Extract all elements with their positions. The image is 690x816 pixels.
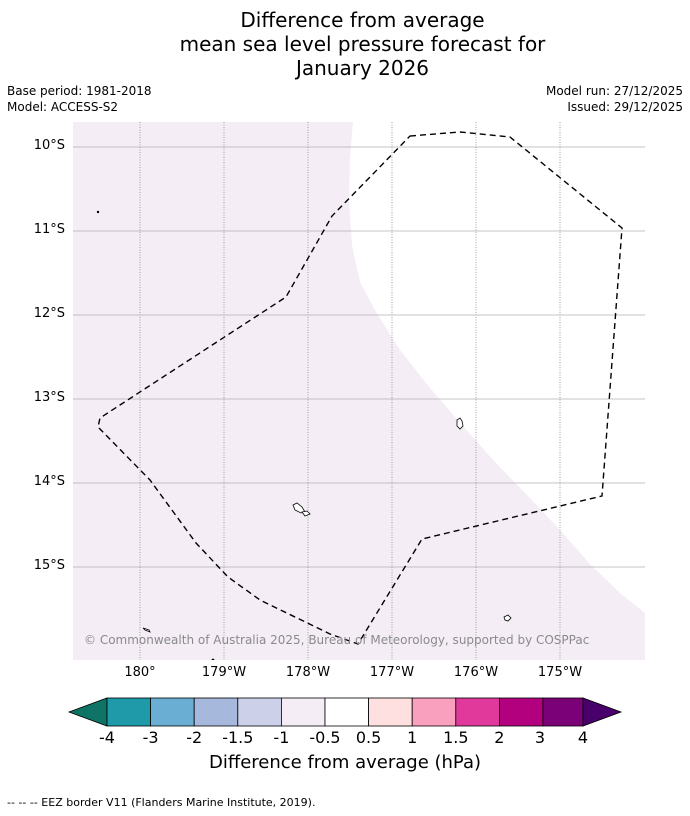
island-dot — [96, 210, 100, 214]
lon-label-175w: 175°W — [537, 665, 583, 680]
eez-border — [97, 131, 623, 645]
island-small-1 — [301, 510, 311, 517]
lon-label-180: 180° — [124, 665, 156, 680]
lat-label-12s: 12°S — [33, 306, 65, 321]
colorbar-label: Difference from average (hPa) — [208, 752, 482, 773]
colorbar-tick: 1 — [407, 728, 418, 747]
model-run: Model run: 27/12/2025 — [545, 84, 683, 98]
island-dot-2 — [211, 658, 215, 660]
colorbar-tick: -3 — [142, 728, 159, 747]
colorbar-bin-4 — [237, 697, 282, 727]
lat-label-15s: 15°S — [33, 558, 65, 573]
eez-legend-note: -- -- -- EEZ border V11 (Flanders Marine… — [7, 796, 316, 809]
base-period: Base period: 1981-2018 — [7, 84, 152, 98]
longitude-gridlines — [139, 122, 561, 660]
colorbar-bin-11 — [542, 697, 584, 727]
colorbar-tick: 1.5 — [443, 728, 469, 747]
colorbar-bin-8 — [411, 697, 457, 727]
colorbar-tick: -4 — [99, 728, 115, 747]
lat-label-10s: 10°S — [33, 138, 65, 153]
copyright-notice: © Commonwealth of Australia 2025, Bureau… — [84, 633, 590, 647]
lon-label-178w: 178°W — [285, 665, 331, 680]
colorbar-low-extend — [67, 697, 108, 727]
colorbar-bin-7 — [368, 697, 413, 727]
meta-right: Model run: 27/12/2025 Issued: 29/12/2025 — [546, 83, 683, 115]
lat-label-11s: 11°S — [33, 222, 65, 237]
colorbar-bin-10 — [498, 697, 544, 727]
neutral-region — [349, 122, 645, 613]
colorbar-tick: 3 — [534, 728, 546, 747]
colorbar-tick: -1.5 — [222, 728, 254, 747]
colorbar-bin-5 — [280, 697, 326, 727]
colorbar-high-extend — [582, 697, 623, 727]
colorbar-tick: -0.5 — [309, 728, 341, 747]
colorbar-tick: 0.5 — [355, 728, 382, 747]
island-small-3 — [142, 627, 151, 633]
colorbar-bin-6 — [324, 697, 369, 727]
issued-date: Issued: 29/12/2025 — [567, 100, 683, 114]
islands — [96, 210, 512, 660]
colorbar-bin-1 — [106, 697, 151, 727]
colorbar-bin-3 — [193, 697, 239, 727]
map-area — [73, 122, 645, 660]
lat-label-14s: 14°S — [33, 474, 65, 489]
colorbar-bin-2 — [150, 697, 195, 727]
colorbar — [67, 697, 623, 727]
lon-label-179w: 179°W — [201, 665, 247, 680]
latitude-gridlines — [73, 146, 645, 568]
map-title: Difference from average mean sea level p… — [0, 8, 690, 80]
island-futuna — [456, 417, 464, 430]
colorbar-tick: -1 — [273, 728, 290, 747]
title-line-2: mean sea level pressure forecast for — [179, 32, 546, 56]
title-line-1: Difference from average — [240, 8, 485, 32]
colorbar-tick: -2 — [186, 728, 203, 747]
lat-label-13s: 13°S — [33, 390, 65, 405]
model-name: Model: ACCESS-S2 — [7, 100, 119, 114]
colorbar-tick: 4 — [577, 728, 589, 747]
title-line-3: January 2026 — [295, 56, 430, 80]
lon-label-176w: 176°W — [453, 665, 499, 680]
colorbar-bin-9 — [455, 697, 500, 727]
colorbar-tick: 2 — [494, 728, 505, 747]
meta-left: Base period: 1981-2018 Model: ACCESS-S2 — [7, 83, 152, 115]
lon-label-177w: 177°W — [369, 665, 415, 680]
island-small-2 — [503, 614, 512, 622]
